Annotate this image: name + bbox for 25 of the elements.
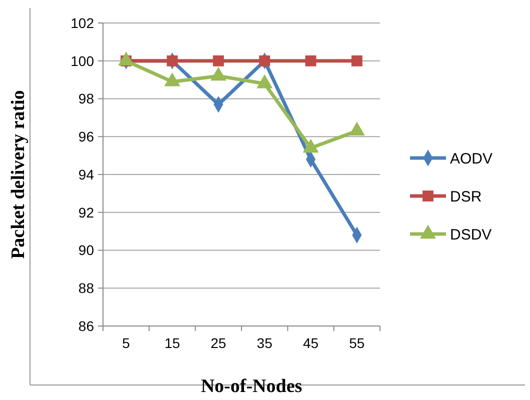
x-tick-label: 45 (302, 335, 319, 351)
point (351, 55, 362, 66)
legend-label: DSDV (450, 226, 492, 244)
point (305, 55, 316, 66)
x-tick-label: 35 (256, 335, 273, 351)
point (212, 55, 224, 66)
point (259, 55, 270, 66)
legend-label: DSR (450, 188, 482, 206)
point (166, 55, 178, 66)
y-tick-label: 86 (78, 318, 94, 334)
y-tick-label: 102 (70, 14, 94, 31)
y-tick-label: 94 (78, 166, 94, 182)
legend-label: AODV (450, 150, 493, 168)
y-axis-title: Packet delivery ratio (8, 90, 29, 259)
y-tick-label: 100 (70, 52, 94, 69)
y-tick-label: 92 (78, 204, 94, 220)
y-tick-label: 96 (78, 128, 94, 145)
y-tick-label: 88 (78, 280, 94, 296)
y-tick-label: 90 (78, 242, 94, 258)
x-tick-label: 25 (210, 335, 226, 351)
x-tick-label: 5 (122, 335, 130, 351)
x-axis-title: No-of-Nodes (200, 376, 302, 397)
x-tick-label: 15 (164, 335, 180, 351)
y-tick-label: 98 (78, 90, 94, 107)
x-tick-label: 55 (349, 335, 365, 351)
